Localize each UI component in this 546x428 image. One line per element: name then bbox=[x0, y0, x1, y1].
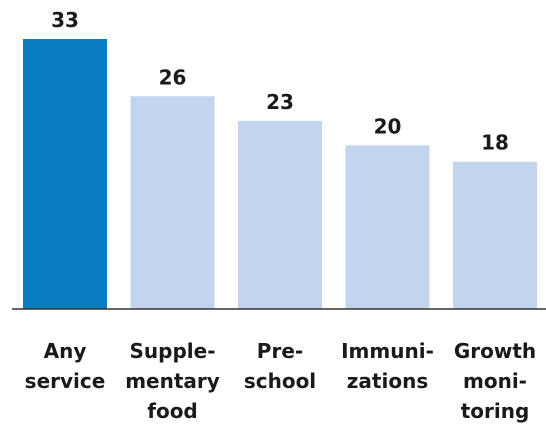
bar bbox=[23, 39, 107, 309]
value-label: 26 bbox=[159, 65, 187, 89]
bar bbox=[130, 96, 215, 309]
value-label: 33 bbox=[51, 8, 79, 32]
bar bbox=[345, 145, 430, 309]
x-tick-label: Any service bbox=[24, 339, 106, 393]
value-label: 23 bbox=[266, 90, 294, 114]
x-tick-label: Growth moni- toring bbox=[453, 339, 537, 423]
value-label: 18 bbox=[481, 131, 509, 155]
x-tick-label: Supple- mentary food bbox=[125, 339, 220, 423]
x-tick-label: Pre- school bbox=[243, 339, 317, 393]
value-label: 20 bbox=[374, 114, 402, 138]
bar bbox=[238, 120, 322, 310]
bar bbox=[453, 161, 537, 309]
x-tick-label: Immuni- zations bbox=[341, 339, 434, 393]
